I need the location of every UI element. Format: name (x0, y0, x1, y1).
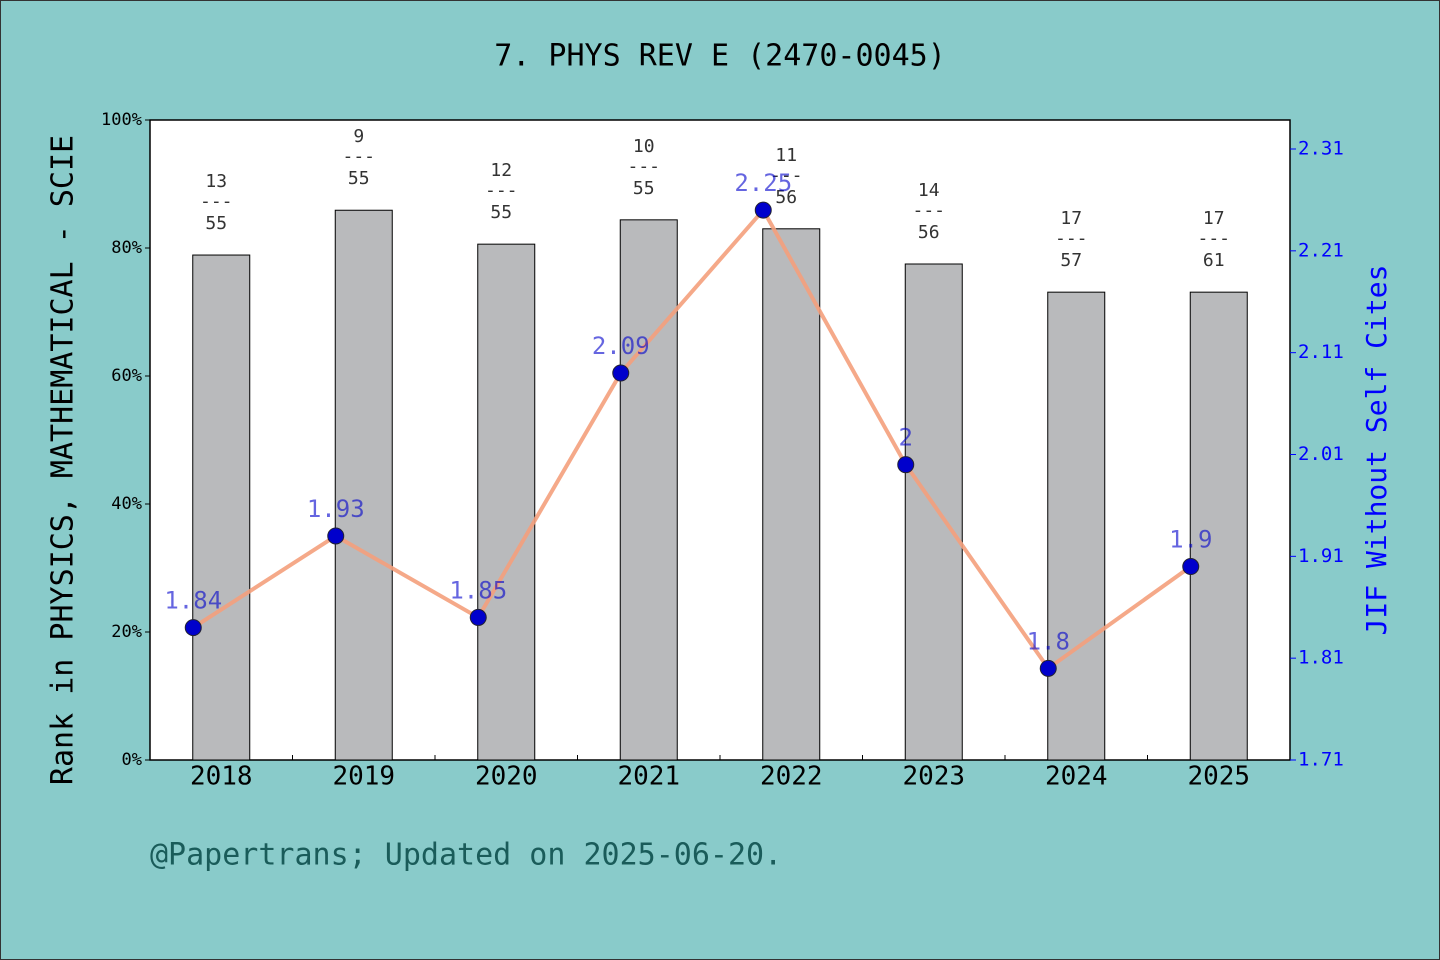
y2-tick-label: 1.71 (1298, 749, 1344, 771)
jif-point (612, 364, 630, 382)
total-label: 56 (918, 222, 940, 243)
rank-label: 14 (918, 180, 940, 201)
rank-label: 17 (1203, 208, 1225, 229)
total-label: 55 (348, 168, 370, 189)
rank-separator: --- (1197, 228, 1230, 249)
jif-point (754, 201, 772, 219)
rank-separator: --- (627, 156, 660, 177)
rank-label: 12 (490, 160, 512, 181)
jif-label: 2.09 (592, 332, 650, 360)
bar (334, 209, 393, 761)
rank-separator: --- (485, 180, 518, 201)
jif-point (1039, 659, 1057, 677)
y2-tick-label: 2.31 (1298, 138, 1344, 160)
bar (1047, 291, 1106, 761)
bar (762, 228, 821, 761)
rank-label: 9 (353, 126, 364, 147)
jif-point (1182, 558, 1200, 576)
x-tick-label: 2020 (475, 762, 538, 792)
footer: @Papertrans; Updated on 2025-06-20. (150, 838, 782, 873)
total-label: 55 (633, 178, 655, 199)
total-label: 55 (490, 202, 512, 223)
total-label: 55 (205, 213, 227, 234)
y2-tick-label: 1.91 (1298, 545, 1344, 567)
y-tick-label: 40% (111, 494, 142, 514)
rank-label: 11 (775, 145, 797, 166)
bar (477, 243, 536, 761)
rank-separator: --- (200, 191, 233, 212)
x-tick-label: 2021 (617, 762, 680, 792)
jif-label: 2 (899, 424, 913, 452)
y-axis-label: Rank in PHYSICS, MATHEMATICAL - SCIE (46, 135, 81, 785)
rank-separator: --- (1055, 228, 1088, 249)
rank-label: 10 (633, 136, 655, 157)
y-tick-label: 80% (111, 238, 142, 258)
jif-label: 1.85 (449, 576, 507, 604)
y2-tick-label: 1.81 (1298, 647, 1344, 669)
jif-point (897, 456, 915, 474)
jif-point (184, 619, 202, 637)
jif-line (192, 206, 1192, 672)
jif-point (469, 608, 487, 626)
chart-title: 7. PHYS REV E (2470-0045) (494, 39, 946, 74)
y-tick-label: 20% (111, 622, 142, 642)
rank-label: 17 (1060, 208, 1082, 229)
plot-area (149, 119, 1291, 761)
total-label: 57 (1060, 250, 1082, 271)
rank-separator: --- (342, 146, 375, 167)
x-tick-label: 2023 (902, 762, 965, 792)
rank-separator: --- (912, 200, 945, 221)
jif-label: 1.9 (1169, 526, 1212, 554)
bar (192, 254, 251, 761)
y-tick-label: 0% (122, 750, 142, 770)
y2-axis-label: JIF Without Self Cites (1360, 265, 1393, 636)
x-tick-label: 2018 (190, 762, 253, 792)
y2-tick-label: 2.01 (1298, 443, 1344, 465)
y2-tick-label: 2.11 (1298, 341, 1344, 363)
total-label: 56 (775, 187, 797, 208)
jif-label: 1.8 (1027, 627, 1070, 655)
rank-label: 13 (205, 171, 227, 192)
jif-label: 2.25 (734, 169, 792, 197)
jif-label: 1.84 (164, 587, 222, 615)
y2-tick-label: 2.21 (1298, 239, 1344, 261)
jif-point (327, 527, 345, 545)
x-tick-label: 2025 (1187, 762, 1250, 792)
bar (904, 263, 963, 761)
x-tick-label: 2019 (332, 762, 395, 792)
y-tick-label: 100% (101, 110, 142, 130)
rank-separator: --- (770, 165, 803, 186)
total-label: 61 (1203, 250, 1225, 271)
bar (619, 219, 678, 761)
x-tick-label: 2024 (1045, 762, 1108, 792)
x-tick-label: 2022 (760, 762, 823, 792)
jif-label: 1.93 (307, 495, 365, 523)
y-tick-label: 60% (111, 366, 142, 386)
bar (1189, 291, 1248, 761)
